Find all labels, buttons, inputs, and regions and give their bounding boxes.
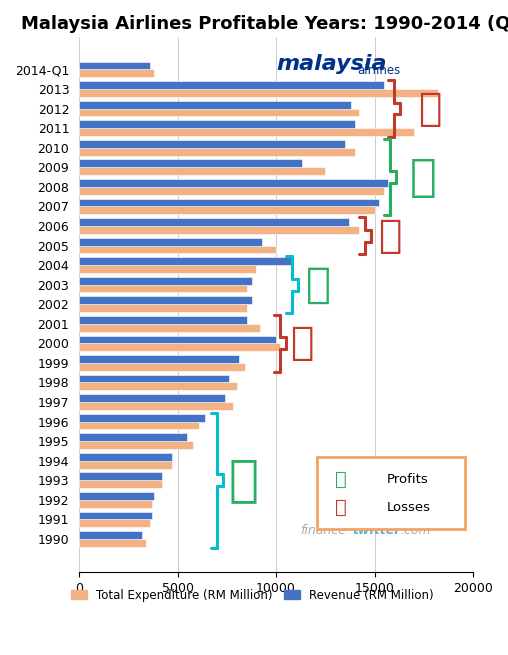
- Bar: [79, 226, 359, 234]
- Text: Profits: Profits: [387, 472, 428, 485]
- Bar: [79, 492, 154, 500]
- Bar: [79, 296, 252, 304]
- Bar: [79, 335, 276, 343]
- Bar: [79, 422, 199, 430]
- Bar: [79, 480, 162, 488]
- Title: Malaysia Airlines Profitable Years: 1990-2014 (Q1): Malaysia Airlines Profitable Years: 1990…: [21, 15, 508, 33]
- Bar: [79, 206, 374, 214]
- Bar: [79, 355, 239, 363]
- Text: 👍: 👍: [410, 155, 437, 198]
- Bar: [79, 89, 437, 97]
- Bar: [79, 441, 194, 449]
- Text: 👎: 👎: [418, 90, 441, 128]
- Text: .com: .com: [400, 524, 431, 537]
- Bar: [79, 383, 237, 390]
- Text: Losses: Losses: [387, 501, 430, 514]
- Bar: [79, 414, 205, 422]
- Bar: [79, 187, 385, 195]
- Text: 👎: 👎: [378, 217, 402, 255]
- Text: twitter: twitter: [353, 524, 401, 537]
- Bar: [79, 140, 345, 148]
- Bar: [79, 101, 351, 109]
- Bar: [79, 81, 385, 89]
- FancyBboxPatch shape: [318, 457, 465, 529]
- Bar: [79, 121, 355, 128]
- Bar: [79, 316, 246, 324]
- Bar: [79, 179, 388, 187]
- Text: 👍: 👍: [335, 470, 347, 489]
- Bar: [79, 285, 246, 293]
- Bar: [79, 531, 142, 539]
- Text: 👎: 👎: [290, 324, 313, 362]
- Bar: [79, 246, 276, 253]
- Legend: Total Expenditure (RM Million), Revenue (RM Million): Total Expenditure (RM Million), Revenue …: [67, 584, 438, 607]
- Text: 👍: 👍: [306, 264, 331, 306]
- Bar: [79, 460, 172, 468]
- Bar: [79, 453, 172, 460]
- Bar: [79, 375, 229, 383]
- Text: 👎: 👎: [335, 498, 347, 517]
- Bar: [79, 257, 292, 265]
- Bar: [79, 539, 146, 547]
- Bar: [79, 304, 246, 312]
- Bar: [79, 159, 302, 167]
- Bar: [79, 265, 257, 273]
- Bar: [79, 519, 150, 527]
- Bar: [79, 343, 280, 351]
- Text: airlines: airlines: [357, 64, 400, 77]
- Text: finance: finance: [300, 524, 345, 537]
- Bar: [79, 167, 325, 175]
- Bar: [79, 238, 262, 246]
- Bar: [79, 69, 154, 77]
- Bar: [79, 109, 359, 117]
- Text: 👍: 👍: [229, 457, 259, 504]
- Text: malaysia: malaysia: [276, 54, 387, 75]
- Bar: [79, 500, 152, 508]
- Bar: [79, 218, 349, 226]
- Bar: [79, 198, 378, 206]
- Bar: [79, 148, 355, 155]
- Bar: [79, 394, 225, 402]
- Bar: [79, 512, 152, 519]
- Bar: [79, 434, 187, 441]
- Bar: [79, 472, 162, 480]
- Bar: [79, 128, 414, 136]
- Bar: [79, 62, 150, 69]
- Bar: [79, 402, 233, 410]
- Bar: [79, 363, 244, 371]
- Bar: [79, 324, 260, 331]
- Bar: [79, 277, 252, 285]
